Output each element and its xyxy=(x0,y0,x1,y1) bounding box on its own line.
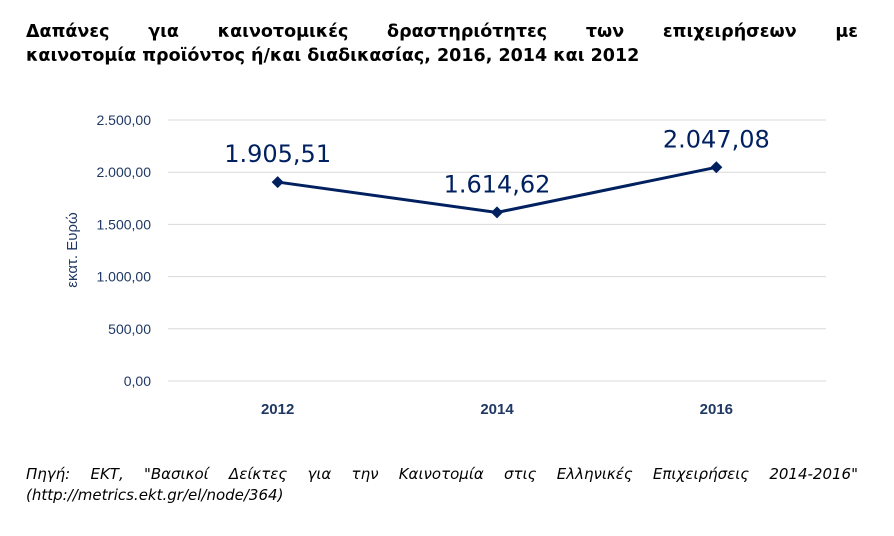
y-tick-label: 2.000,00 xyxy=(97,164,152,180)
y-tick-label: 1.500,00 xyxy=(97,216,152,232)
x-tick-label: 2014 xyxy=(480,401,514,418)
x-tick-label: 2012 xyxy=(261,401,294,418)
data-label: 1.614,62 xyxy=(444,170,551,198)
source-note: Πηγή: ΕΚΤ, "Βασικοί Δείκτες για την Καιν… xyxy=(26,464,858,506)
y-tick-label: 500,00 xyxy=(108,321,151,337)
y-tick-label: 2.500,00 xyxy=(97,112,152,128)
y-tick-label: 1.000,00 xyxy=(97,269,152,285)
data-label: 1.905,51 xyxy=(224,140,331,168)
y-tick-label: 0,00 xyxy=(124,373,151,389)
data-point-marker xyxy=(491,206,503,219)
x-tick-label: 2016 xyxy=(700,401,733,418)
data-label: 2.047,08 xyxy=(663,125,770,153)
source-line-1: Πηγή: ΕΚΤ, "Βασικοί Δείκτες για την Καιν… xyxy=(26,465,858,483)
y-axis-label: εκατ. Ευρώ xyxy=(64,212,81,288)
data-point-marker xyxy=(271,176,284,189)
data-point-marker xyxy=(710,161,723,174)
chart-title-line-1: Δαπάνες για καινοτομικές δραστηριότητες … xyxy=(26,22,858,42)
chart-title: Δαπάνες για καινοτομικές δραστηριότητες … xyxy=(26,20,858,68)
source-line-2: (http://metrics.ekt.gr/el/node/364) xyxy=(26,486,284,504)
chart-title-line-2: καινοτομία προϊόντος ή/και διαδικασίας, … xyxy=(26,46,640,66)
